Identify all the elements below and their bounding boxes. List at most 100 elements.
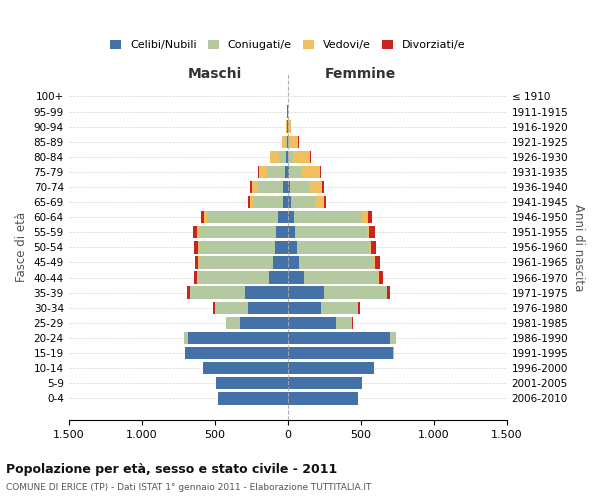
Bar: [287, 211, 368, 224]
Bar: [287, 392, 358, 404]
Bar: [259, 166, 287, 178]
Bar: [287, 316, 353, 329]
Y-axis label: Anni di nascita: Anni di nascita: [572, 204, 585, 291]
Bar: [287, 241, 297, 254]
Bar: [201, 211, 287, 224]
Bar: [269, 272, 287, 284]
Bar: [286, 150, 287, 163]
Bar: [253, 196, 287, 208]
Bar: [185, 347, 287, 360]
Bar: [287, 211, 373, 224]
Bar: [281, 136, 287, 148]
Bar: [215, 302, 287, 314]
Bar: [287, 166, 321, 178]
Bar: [287, 166, 289, 178]
Bar: [287, 332, 396, 344]
Bar: [287, 362, 374, 374]
Bar: [216, 377, 287, 390]
Bar: [287, 226, 370, 238]
Bar: [287, 302, 321, 314]
Bar: [226, 316, 287, 329]
Bar: [287, 392, 358, 404]
Bar: [287, 150, 293, 163]
Bar: [250, 196, 287, 208]
Bar: [279, 150, 287, 163]
Bar: [286, 120, 287, 133]
Bar: [287, 211, 362, 224]
Bar: [287, 377, 362, 390]
Bar: [287, 347, 393, 360]
Bar: [218, 392, 287, 404]
Legend: Celibi/Nubili, Coniugati/e, Vedovi/e, Divorziati/e: Celibi/Nubili, Coniugati/e, Vedovi/e, Di…: [106, 35, 470, 54]
Bar: [287, 377, 362, 390]
Bar: [199, 256, 287, 268]
Bar: [287, 120, 291, 133]
Bar: [239, 316, 287, 329]
Bar: [287, 286, 324, 299]
Bar: [287, 150, 311, 163]
Bar: [248, 196, 287, 208]
Bar: [215, 302, 287, 314]
Bar: [259, 166, 287, 178]
Bar: [287, 316, 352, 329]
Bar: [286, 120, 287, 133]
Bar: [197, 226, 287, 238]
Bar: [275, 241, 287, 254]
Bar: [287, 286, 387, 299]
Bar: [198, 241, 287, 254]
Bar: [248, 302, 287, 314]
Bar: [184, 332, 287, 344]
Bar: [276, 226, 287, 238]
Bar: [185, 347, 287, 360]
Bar: [287, 392, 358, 404]
Bar: [287, 272, 304, 284]
Bar: [190, 286, 287, 299]
Bar: [287, 241, 376, 254]
Bar: [190, 286, 287, 299]
Bar: [287, 272, 379, 284]
Bar: [203, 362, 287, 374]
Bar: [185, 347, 287, 360]
Bar: [184, 332, 287, 344]
Bar: [273, 256, 287, 268]
Bar: [287, 136, 298, 148]
Bar: [287, 332, 390, 344]
Bar: [203, 362, 287, 374]
Bar: [287, 347, 394, 360]
Bar: [282, 136, 287, 148]
Bar: [287, 302, 358, 314]
Bar: [278, 211, 287, 224]
Bar: [287, 392, 358, 404]
Bar: [250, 181, 287, 193]
Bar: [287, 286, 387, 299]
Bar: [287, 332, 396, 344]
Bar: [287, 226, 374, 238]
Bar: [194, 272, 287, 284]
Bar: [216, 377, 287, 390]
Bar: [287, 241, 371, 254]
Bar: [283, 196, 287, 208]
Bar: [287, 196, 326, 208]
Bar: [199, 256, 287, 268]
Bar: [287, 362, 374, 374]
Bar: [287, 166, 320, 178]
Text: Femmine: Femmine: [325, 66, 397, 80]
Bar: [203, 362, 287, 374]
Bar: [287, 211, 293, 224]
Bar: [206, 211, 287, 224]
Bar: [216, 377, 287, 390]
Bar: [270, 150, 287, 163]
Bar: [287, 377, 362, 390]
Text: Popolazione per età, sesso e stato civile - 2011: Popolazione per età, sesso e stato civil…: [6, 462, 337, 475]
Bar: [287, 362, 374, 374]
Bar: [287, 136, 290, 148]
Bar: [287, 181, 324, 193]
Bar: [287, 226, 295, 238]
Bar: [287, 196, 324, 208]
Bar: [185, 347, 287, 360]
Bar: [287, 136, 299, 148]
Bar: [287, 332, 396, 344]
Bar: [193, 226, 287, 238]
Bar: [197, 272, 287, 284]
Bar: [205, 211, 287, 224]
